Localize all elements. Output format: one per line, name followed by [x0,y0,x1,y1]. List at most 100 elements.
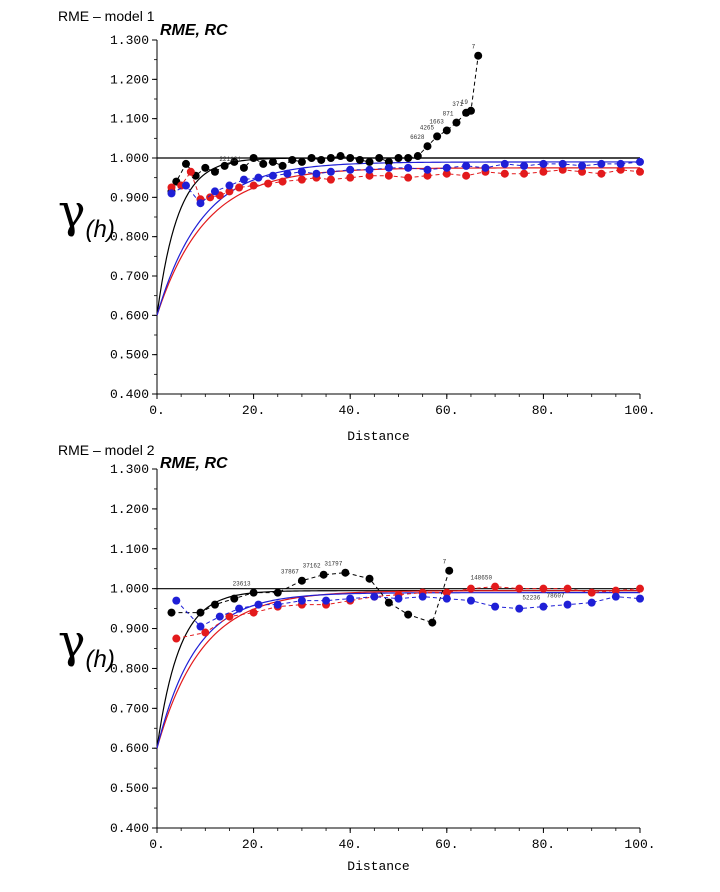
blue-experimental-line [171,161,641,204]
red-experimental-point [278,177,287,186]
black-experimental-point-label: 31797 [324,561,342,568]
red-experimental-point [539,584,548,593]
red-experimental-point [206,193,215,202]
red-experimental-point [558,165,567,174]
black-experimental-point [341,568,350,577]
blue-experimental-point [636,157,644,166]
blue-experimental-point [239,175,248,184]
y-tick-label: 0.700 [110,701,149,716]
red-experimental-point [462,171,471,180]
red-experimental-point [587,588,596,597]
blue-experimental-point [210,187,219,196]
black-experimental-point [278,161,287,170]
red-experimental-point [423,171,432,180]
blue-experimental-point [611,592,620,601]
black-experimental-point [288,155,297,164]
x-tick-label: 40. [338,837,361,852]
blue-experimental-point [423,165,432,174]
blue-experimental-point [539,159,548,168]
red-experimental-point [365,171,374,180]
blue-experimental-point [297,596,306,605]
red-experimental-point [404,173,413,182]
blue-experimental-point [578,161,587,170]
y-tick-label: 1.200 [110,502,149,517]
black-experimental-point [307,154,316,162]
red-experimental-point [249,608,258,617]
blue-experimental-point-label: 52236 [522,595,540,602]
x-tick-label: 0. [149,403,165,418]
y-tick-label: 0.800 [110,661,149,676]
blue-experimental-point [520,161,529,170]
blue-experimental-point [225,181,234,190]
red-experimental-point [235,183,244,192]
x-tick-label: 100. [624,837,655,852]
red-experimental-point [563,584,572,593]
y-tick-label: 0.600 [110,308,149,323]
black-experimental-point-label: 37162 [303,563,321,570]
x-tick-label: 20. [242,403,265,418]
black-experimental-point [181,159,190,168]
panel-1-title: RME, RC [160,22,228,39]
black-experimental-point [404,610,413,619]
blue-experimental-point [322,596,331,605]
blue-experimental-point [587,598,596,607]
black-experimental-point-label: 4265 [420,124,435,131]
panel-2-title: RME, RC [160,455,228,472]
red-experimental-point [491,582,500,591]
y-tick-label: 0.900 [110,622,149,637]
red-experimental-point [515,584,524,593]
panel-1-label: RME – model 1 [58,8,155,24]
red-experimental-point [225,187,234,196]
red-experimental-point [297,175,306,184]
red-experimental-point [616,165,625,174]
black-experimental-point [404,154,413,162]
red-experimental-point [636,167,644,176]
blue-experimental-point [215,612,224,621]
black-experimental-point [384,598,393,607]
blue-experimental-point [181,181,190,190]
y-tick-label: 1.200 [110,72,149,87]
panel-2-ylabel: γ(h) [58,618,115,672]
blue-experimental-point [515,604,524,613]
y-tick-label: 0.800 [110,230,149,245]
black-experimental-point [384,157,393,166]
blue-experimental-point-label: 78607 [547,593,565,600]
black-experimental-point [452,118,461,127]
black-experimental-point [268,157,277,166]
black-experimental-point [445,566,454,575]
blue-experimental-point [563,600,572,609]
y-tick-label: 1.300 [110,462,149,477]
black-experimental-line [171,55,479,192]
red-experimental-point [326,175,335,184]
black-experimental-point [249,588,258,597]
blue-experimental-point [462,161,471,170]
gamma-subscript: (h) [85,646,115,673]
blue-experimental-point [167,189,176,198]
x-axis-title: Distance [347,429,409,444]
blue-experimental-point [442,163,451,172]
red-experimental-point [597,169,606,178]
blue-experimental-point [326,167,335,176]
y-tick-label: 0.400 [110,821,149,836]
black-experimental-point [297,576,306,585]
red-experimental-point [225,612,234,621]
blue-experimental-point [172,596,181,605]
blue-experimental-point [370,592,379,601]
gamma-symbol: γ [58,614,86,668]
black-experimental-point [201,163,210,172]
black-experimental-point [297,157,306,166]
y-tick-label: 1.300 [110,33,149,48]
black-experimental-point [230,157,239,166]
red-experimental-point [186,167,195,176]
y-tick-label: 1.100 [110,112,149,127]
blue-experimental-point [404,163,413,172]
x-tick-label: 100. [624,403,655,418]
blue-experimental-point [616,159,625,168]
blue-experimental-point [442,594,451,603]
black-experimental-point [413,152,422,161]
red-experimental-point [249,181,258,190]
black-experimental-point [196,608,205,617]
y-tick-label: 1.100 [110,542,149,557]
blue-experimental-point [273,600,282,609]
